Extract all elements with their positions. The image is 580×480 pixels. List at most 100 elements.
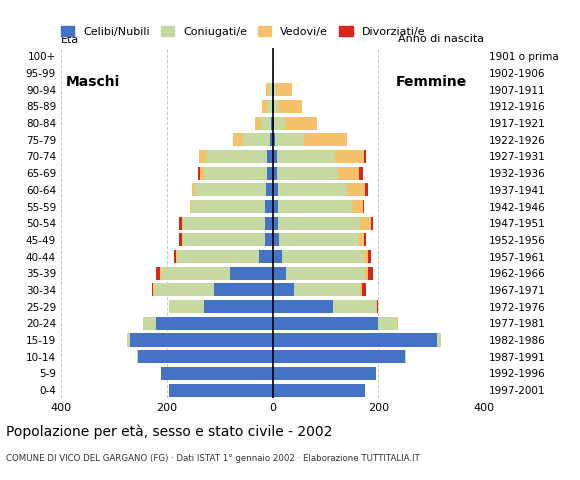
Bar xyxy=(183,216,265,230)
Bar xyxy=(267,100,271,113)
Bar xyxy=(262,117,271,130)
Bar xyxy=(173,250,176,263)
Bar xyxy=(154,283,215,297)
Bar xyxy=(285,117,317,130)
Bar xyxy=(335,150,364,163)
Bar xyxy=(361,283,366,297)
Bar xyxy=(273,267,286,280)
Bar xyxy=(273,216,278,230)
Bar xyxy=(279,233,358,246)
Bar xyxy=(192,183,195,196)
Bar xyxy=(365,183,368,196)
Bar xyxy=(265,200,273,213)
Bar xyxy=(378,317,397,330)
Bar xyxy=(304,133,347,146)
Bar xyxy=(195,183,266,196)
Bar xyxy=(179,216,182,230)
Bar xyxy=(371,216,373,230)
Bar xyxy=(368,267,373,280)
Text: Popolazione per età, sesso e stato civile - 2002: Popolazione per età, sesso e stato civil… xyxy=(6,425,332,439)
Bar xyxy=(282,250,364,263)
Bar xyxy=(437,334,441,347)
Bar xyxy=(264,233,273,246)
Bar xyxy=(364,150,366,163)
Text: Femmine: Femmine xyxy=(396,75,467,89)
Bar xyxy=(127,334,130,347)
Bar xyxy=(273,133,275,146)
Bar xyxy=(161,267,230,280)
Bar xyxy=(198,150,206,163)
Bar xyxy=(169,300,204,313)
Bar xyxy=(183,233,264,246)
Bar xyxy=(273,67,274,80)
Bar xyxy=(267,167,273,180)
Bar xyxy=(198,167,200,180)
Bar xyxy=(358,233,364,246)
Bar xyxy=(206,150,267,163)
Bar xyxy=(200,167,204,180)
Bar xyxy=(273,117,274,130)
Bar xyxy=(233,133,244,146)
Bar xyxy=(273,100,274,113)
Bar xyxy=(273,300,333,313)
Bar xyxy=(270,133,273,146)
Bar xyxy=(368,250,371,263)
Bar xyxy=(364,250,368,263)
Bar xyxy=(169,384,273,396)
Bar xyxy=(360,216,371,230)
Bar xyxy=(273,334,437,347)
Bar xyxy=(255,117,262,130)
Bar xyxy=(271,117,273,130)
Bar xyxy=(347,183,365,196)
Bar xyxy=(230,267,273,280)
Bar xyxy=(273,83,274,96)
Bar xyxy=(136,350,137,363)
Bar xyxy=(267,150,273,163)
Bar xyxy=(273,367,376,380)
Bar xyxy=(377,300,378,313)
Bar xyxy=(152,283,153,297)
Bar xyxy=(177,250,259,263)
Bar xyxy=(278,216,360,230)
Bar xyxy=(278,100,302,113)
Bar xyxy=(278,183,347,196)
Bar xyxy=(273,384,365,396)
Bar xyxy=(182,233,183,246)
Bar xyxy=(262,100,267,113)
Bar xyxy=(352,200,362,213)
Bar xyxy=(204,300,273,313)
Bar xyxy=(190,200,191,213)
Bar xyxy=(359,167,363,180)
Bar xyxy=(405,350,406,363)
Bar xyxy=(277,150,335,163)
Bar xyxy=(191,200,265,213)
Bar xyxy=(277,167,338,180)
Bar xyxy=(176,250,177,263)
Bar xyxy=(274,83,276,96)
Bar xyxy=(137,350,273,363)
Bar xyxy=(273,150,277,163)
Bar xyxy=(376,300,377,313)
Bar xyxy=(273,200,278,213)
Bar xyxy=(271,100,273,113)
Bar xyxy=(259,250,273,263)
Bar xyxy=(156,267,161,280)
Bar xyxy=(266,83,269,96)
Bar xyxy=(276,133,304,146)
Bar xyxy=(273,167,277,180)
Bar xyxy=(273,317,378,330)
Bar xyxy=(397,317,398,330)
Bar xyxy=(271,83,273,96)
Bar xyxy=(215,283,273,297)
Bar xyxy=(293,283,360,297)
Bar xyxy=(179,233,182,246)
Bar xyxy=(161,367,273,380)
Bar xyxy=(278,200,352,213)
Bar xyxy=(364,233,367,246)
Bar xyxy=(204,167,267,180)
Bar xyxy=(273,250,282,263)
Bar xyxy=(266,183,273,196)
Bar xyxy=(269,83,271,96)
Bar xyxy=(273,233,279,246)
Bar xyxy=(276,83,292,96)
